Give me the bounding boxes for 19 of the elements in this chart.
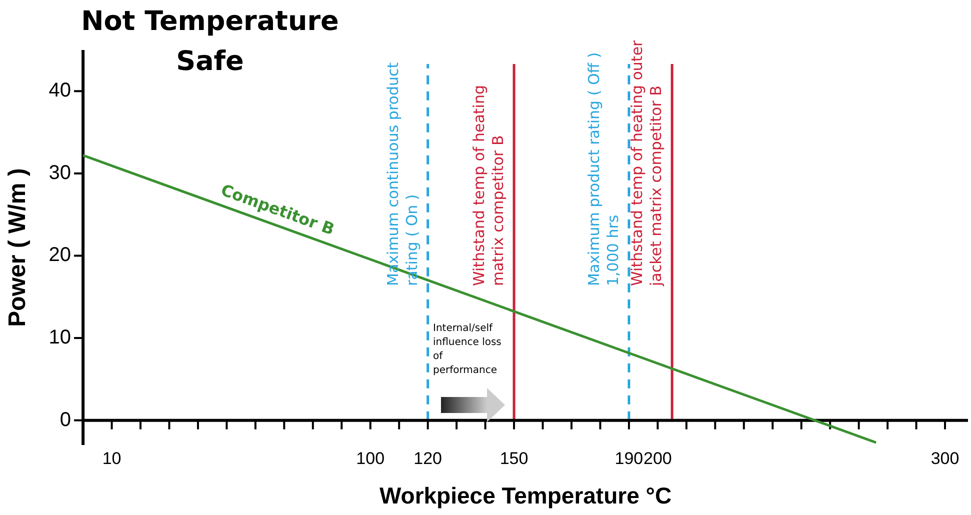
y-tick-label: 10 xyxy=(48,326,72,349)
x-tick-label: 100 xyxy=(356,448,385,468)
annotation: Internal/self influence loss of performance xyxy=(433,322,502,378)
y-tick-label: 20 xyxy=(48,244,72,266)
ref-line-label: Maximum continuous product rating ( On ) xyxy=(384,61,422,286)
y-tick-label: 0 xyxy=(60,408,72,431)
x-axis-title: Workpiece Temperature °C xyxy=(379,482,672,509)
y-axis-title: Power ( W/m ) xyxy=(4,168,32,327)
x-tick-label: 150 xyxy=(500,448,528,468)
y-tick-label: 40 xyxy=(48,80,72,102)
x-tick-label: 10 xyxy=(102,448,122,468)
x-tick-label: 200 xyxy=(644,448,672,468)
ref-line-label: Withstand temp of heating matrix competitor B xyxy=(470,84,508,286)
x-tick-label: 120 xyxy=(414,448,442,468)
x-tick-label: 300 xyxy=(930,448,960,468)
chart-title: Not Temperature Safe xyxy=(81,6,339,77)
x-tick-label: 190 xyxy=(614,448,644,468)
ref-line-label: Maximum product rating ( Off ) 1,000 hrs xyxy=(584,51,623,286)
y-tick-label: 30 xyxy=(48,162,72,184)
